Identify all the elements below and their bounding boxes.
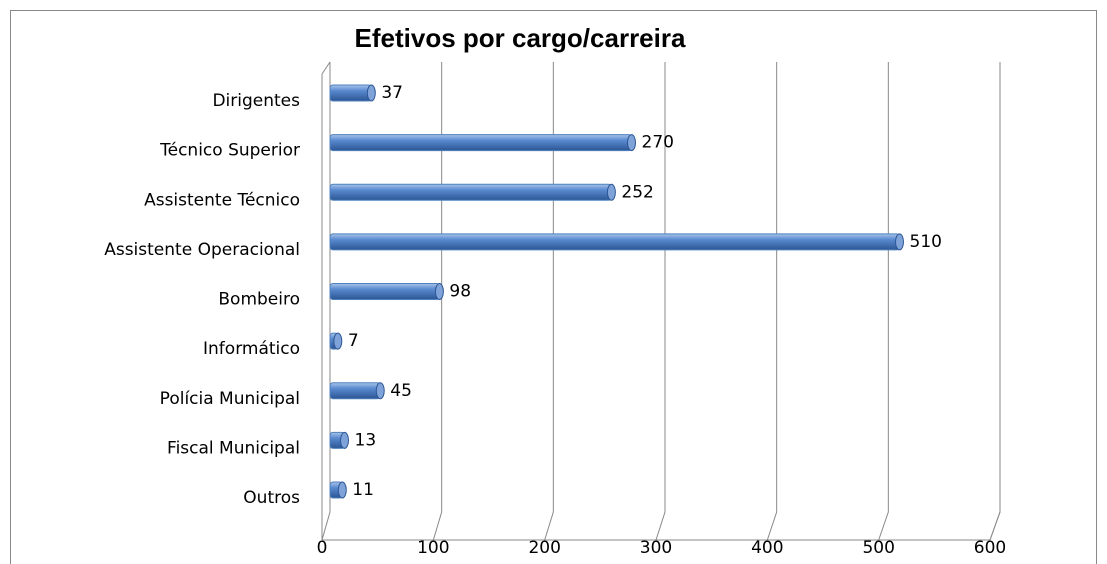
data-label: 37 (381, 83, 403, 103)
side-wall (321, 61, 331, 540)
grid-line (544, 62, 554, 541)
bar (329, 481, 347, 499)
data-label: 510 (910, 232, 942, 252)
y-tick-label: Informático (203, 339, 300, 359)
grid-line (878, 62, 889, 541)
y-tick-label: Dirigentes (212, 91, 300, 111)
data-label: 98 (449, 282, 471, 302)
x-tick-label: 400 (751, 538, 783, 558)
x-tick-label: 300 (640, 538, 672, 558)
x-tick-label: 0 (317, 538, 328, 558)
grid-line (989, 62, 1001, 541)
data-label: 45 (390, 381, 412, 401)
bar-cap (375, 382, 385, 400)
y-tick-label: Técnico Superior (159, 141, 300, 161)
bar-body (329, 183, 612, 201)
grid-line (766, 62, 778, 541)
bar (329, 283, 444, 300)
data-label: 13 (355, 430, 377, 450)
bar-cap (627, 134, 636, 152)
bar-cap (895, 233, 904, 251)
bar-cap (333, 332, 343, 350)
bar (329, 233, 904, 251)
bar-body (329, 134, 632, 152)
bar-cap (340, 431, 350, 449)
bar-cap (434, 283, 444, 300)
data-label: 252 (621, 182, 653, 202)
data-label: 270 (642, 133, 674, 153)
bar (329, 332, 343, 350)
bar-cap (606, 183, 616, 201)
bar (329, 84, 376, 102)
bar (329, 431, 350, 449)
bar-cap (337, 481, 347, 499)
x-tick-label: 500 (862, 538, 894, 558)
grid-line (655, 62, 666, 541)
x-tick-label: 600 (974, 538, 1006, 558)
data-label: 11 (352, 480, 374, 500)
y-tick-label: Assistente Operacional (104, 240, 300, 260)
x-tick-label: 100 (417, 538, 449, 558)
bar-body (329, 84, 372, 102)
y-tick-label: Bombeiro (218, 290, 300, 310)
y-tick-label: Assistente Técnico (144, 190, 300, 210)
bar-body (329, 233, 900, 251)
bar (329, 134, 636, 152)
bar-cap (366, 84, 376, 102)
y-tick-label: Polícia Municipal (160, 389, 300, 409)
data-label: 7 (348, 331, 359, 351)
y-tick-label: Outros (243, 488, 300, 508)
bar-body (329, 382, 381, 400)
y-tick-label: Fiscal Municipal (167, 438, 300, 458)
x-tick-label: 200 (528, 538, 560, 558)
chart-title: Efetivos por cargo/carreira (355, 23, 686, 53)
grid-line (321, 62, 331, 541)
grid-line (432, 62, 443, 541)
bar (329, 382, 385, 400)
bar (329, 183, 616, 201)
bar-body (329, 283, 440, 300)
